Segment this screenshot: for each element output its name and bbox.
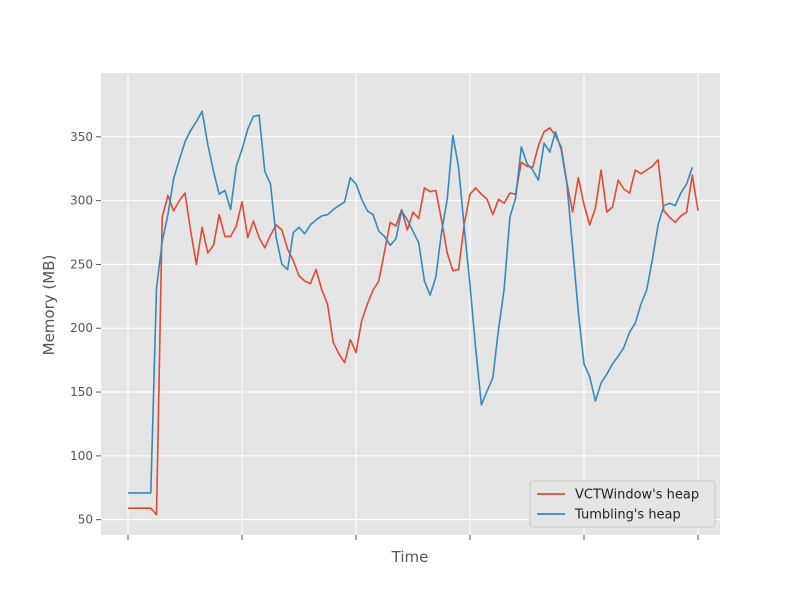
legend: VCTWindow's heap Tumbling's heap: [529, 480, 716, 528]
y-tick-label: 200: [70, 321, 93, 335]
legend-label: VCTWindow's heap: [575, 488, 699, 503]
series-line-tumbling-heap: [128, 110, 694, 494]
y-axis-ticks: 50 100 150 200 250 300 350: [70, 130, 101, 527]
legend-box: [529, 480, 716, 528]
y-axis-label: Memory (MB): [40, 255, 58, 356]
x-axis-ticks: [127, 535, 699, 540]
legend-label: Tumbling's heap: [574, 508, 681, 523]
plot-area: [101, 73, 720, 535]
y-tick-label: 250: [70, 257, 93, 271]
x-axis-label: Time: [391, 548, 429, 566]
y-tick-label: 350: [70, 130, 93, 144]
y-tick-label: 100: [70, 449, 93, 463]
grid-lines: [101, 73, 720, 535]
series-lines: [128, 110, 699, 516]
y-tick-label: 150: [70, 385, 93, 399]
y-tick-label: 50: [78, 513, 93, 527]
y-tick-label: 300: [70, 194, 93, 208]
series-line-vctwindow-heap: [128, 127, 699, 516]
